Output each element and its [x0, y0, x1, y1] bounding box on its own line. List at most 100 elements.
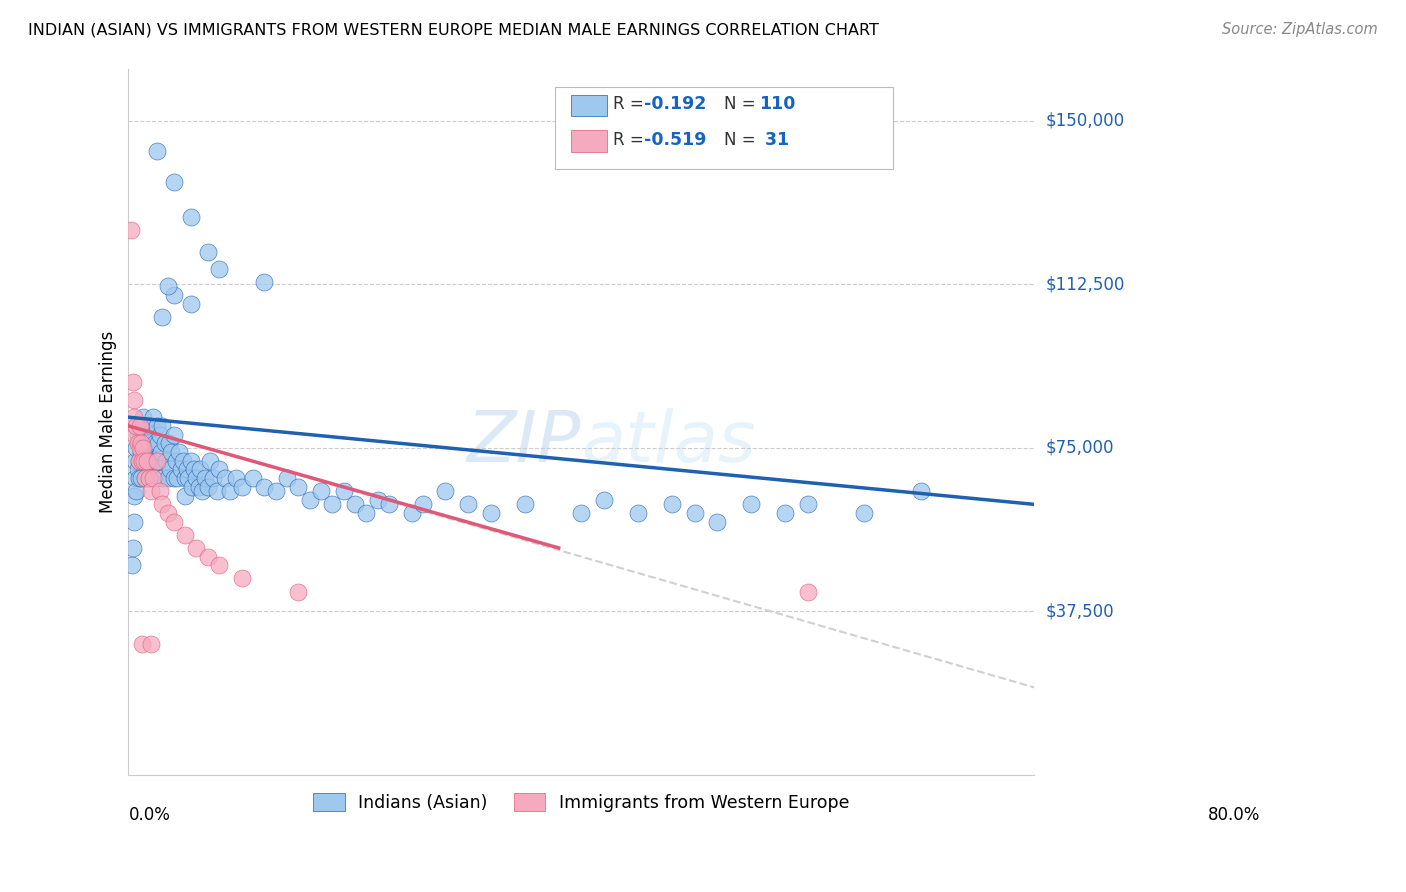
Point — [180, 210, 202, 224]
Text: R =: R = — [613, 95, 650, 113]
Point — [197, 549, 219, 564]
Point — [134, 454, 156, 468]
Point — [128, 454, 150, 468]
Point — [150, 445, 173, 459]
Point — [174, 489, 197, 503]
Point — [128, 418, 150, 433]
Point — [122, 541, 145, 555]
Point — [910, 484, 932, 499]
Point — [142, 471, 165, 485]
Point — [242, 471, 264, 485]
Point — [153, 436, 176, 450]
Point — [128, 418, 150, 433]
Point — [214, 471, 236, 485]
Point — [134, 445, 156, 459]
Point — [125, 441, 148, 455]
Point — [225, 471, 247, 485]
Point — [152, 418, 174, 433]
Point — [219, 484, 242, 499]
Point — [131, 637, 153, 651]
Point — [131, 454, 153, 468]
Point — [186, 471, 208, 485]
Point — [155, 454, 177, 468]
Text: N =: N = — [724, 95, 761, 113]
Point — [627, 506, 650, 520]
Point — [160, 445, 183, 459]
Point — [139, 418, 162, 433]
Point — [163, 427, 186, 442]
Point — [231, 571, 253, 585]
Point — [706, 515, 728, 529]
Point — [132, 441, 155, 455]
Point — [138, 454, 160, 468]
Point — [134, 454, 156, 468]
Text: $150,000: $150,000 — [1045, 112, 1125, 130]
Point — [139, 484, 162, 499]
Point — [401, 506, 423, 520]
Point — [135, 454, 157, 468]
Point — [131, 427, 153, 442]
Point — [174, 528, 197, 542]
Point — [127, 436, 149, 450]
Point — [172, 454, 194, 468]
Point — [853, 506, 876, 520]
Point — [146, 436, 169, 450]
Point — [129, 436, 152, 450]
Text: atlas: atlas — [581, 409, 756, 477]
Text: 31: 31 — [759, 131, 789, 149]
Text: 80.0%: 80.0% — [1208, 806, 1261, 824]
Point — [298, 493, 321, 508]
Point — [354, 506, 377, 520]
Text: ZIP: ZIP — [467, 409, 581, 477]
Point — [134, 427, 156, 442]
Point — [128, 454, 150, 468]
Text: $112,500: $112,500 — [1045, 276, 1125, 293]
Point — [321, 497, 343, 511]
Point — [163, 175, 186, 189]
Point — [194, 471, 217, 485]
Point — [276, 471, 298, 485]
Point — [143, 436, 166, 450]
Point — [122, 489, 145, 503]
Point — [253, 275, 276, 289]
Point — [208, 462, 231, 476]
Point — [773, 506, 796, 520]
Point — [134, 471, 156, 485]
Point — [157, 471, 180, 485]
Point — [121, 558, 143, 573]
Point — [165, 454, 187, 468]
Point — [146, 418, 169, 433]
Point — [142, 410, 165, 425]
Text: INDIAN (ASIAN) VS IMMIGRANTS FROM WESTERN EUROPE MEDIAN MALE EARNINGS CORRELATIO: INDIAN (ASIAN) VS IMMIGRANTS FROM WESTER… — [28, 22, 879, 37]
Text: N =: N = — [724, 131, 761, 149]
Point — [124, 454, 146, 468]
Point — [434, 484, 457, 499]
Point — [343, 497, 366, 511]
Point — [125, 418, 148, 433]
Point — [253, 480, 276, 494]
Point — [593, 493, 616, 508]
Point — [152, 310, 174, 324]
Point — [163, 515, 186, 529]
Point — [138, 471, 160, 485]
Point — [122, 515, 145, 529]
Point — [180, 454, 202, 468]
Text: -0.519: -0.519 — [644, 131, 706, 149]
Point — [141, 427, 163, 442]
Point — [125, 484, 148, 499]
Point — [264, 484, 287, 499]
Point — [122, 410, 145, 425]
Point — [176, 462, 198, 476]
Text: Source: ZipAtlas.com: Source: ZipAtlas.com — [1222, 22, 1378, 37]
Point — [148, 454, 170, 468]
Point — [378, 497, 401, 511]
Point — [132, 436, 155, 450]
Point — [132, 410, 155, 425]
Point — [146, 471, 169, 485]
Point — [128, 471, 150, 485]
Text: $75,000: $75,000 — [1045, 439, 1114, 457]
Point — [128, 441, 150, 455]
Point — [127, 427, 149, 442]
Point — [159, 462, 181, 476]
Point — [457, 497, 479, 511]
